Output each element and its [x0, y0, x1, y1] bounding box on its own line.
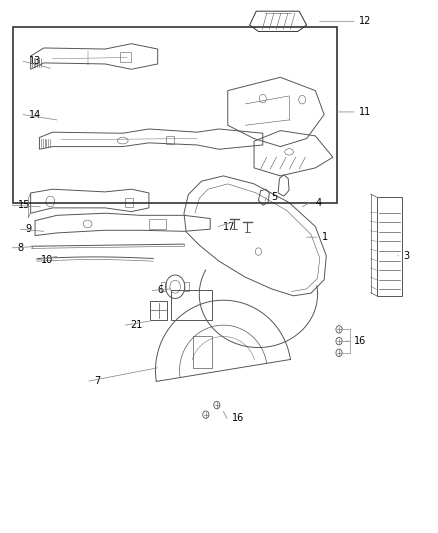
Bar — [125, 198, 133, 207]
Bar — [193, 336, 212, 368]
Text: 15: 15 — [18, 200, 30, 210]
Text: 13: 13 — [28, 56, 41, 66]
Text: 10: 10 — [41, 255, 53, 265]
Text: 8: 8 — [18, 243, 24, 253]
Text: 9: 9 — [25, 224, 32, 234]
Bar — [171, 290, 212, 320]
Text: 12: 12 — [359, 17, 371, 26]
Text: 1: 1 — [322, 232, 328, 242]
Bar — [120, 52, 131, 62]
Bar — [377, 197, 402, 296]
Text: 16: 16 — [354, 336, 366, 346]
Text: 16: 16 — [232, 414, 244, 423]
Text: 21: 21 — [131, 320, 143, 330]
Bar — [184, 282, 189, 291]
Bar — [161, 282, 166, 291]
Text: 17: 17 — [223, 222, 236, 231]
Text: 14: 14 — [28, 110, 41, 119]
Text: 3: 3 — [403, 251, 409, 261]
Bar — [166, 136, 174, 144]
Text: 7: 7 — [94, 376, 100, 386]
Text: 4: 4 — [315, 198, 321, 207]
Text: 6: 6 — [158, 286, 164, 295]
Bar — [149, 219, 166, 229]
Text: 11: 11 — [359, 107, 371, 117]
Bar — [150, 301, 167, 320]
Text: 5: 5 — [272, 192, 278, 202]
Bar — [13, 27, 337, 203]
